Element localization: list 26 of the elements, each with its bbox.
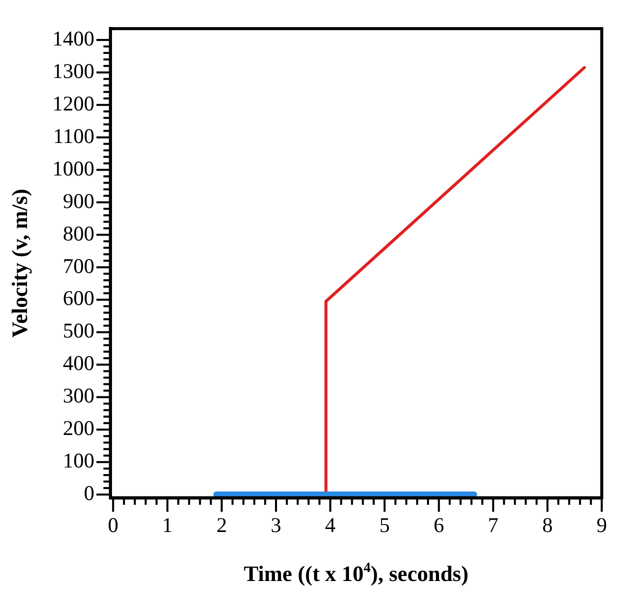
- y-tick-label: 900: [62, 188, 94, 213]
- y-tick-label: 200: [62, 416, 94, 440]
- x-tick-label: 1: [162, 512, 173, 537]
- y-tick-label: 0: [84, 481, 94, 506]
- y-tick-label: 800: [62, 221, 94, 246]
- x-tick-label: 0: [108, 512, 118, 537]
- x-tick-label: 4: [325, 512, 336, 537]
- x-tick-label: 3: [270, 512, 282, 537]
- y-tick-label: 700: [62, 254, 94, 278]
- y-tick-label: 500: [62, 318, 94, 343]
- y-tick-label: 1300: [52, 58, 94, 83]
- y-tick-label: 400: [62, 351, 94, 376]
- y-axis-title: Velocity (v, m/s): [6, 188, 32, 338]
- y-tick-label: 1000: [52, 156, 94, 180]
- y-tick-label: 1100: [53, 124, 94, 148]
- x-tick-label: 7: [488, 512, 498, 537]
- y-tick-label: 1400: [52, 26, 94, 50]
- y-tick-label: 300: [62, 384, 94, 408]
- y-tick-label: 1200: [52, 91, 94, 116]
- x-tick-label: 6: [434, 512, 444, 537]
- x-tick-label: 5: [379, 512, 390, 537]
- y-tick-label: 600: [62, 286, 94, 310]
- y-tick-label: 100: [62, 448, 94, 473]
- x-tick-label: 9: [596, 512, 607, 537]
- x-tick-label: 2: [216, 512, 227, 537]
- x-tick-label: 8: [542, 512, 553, 537]
